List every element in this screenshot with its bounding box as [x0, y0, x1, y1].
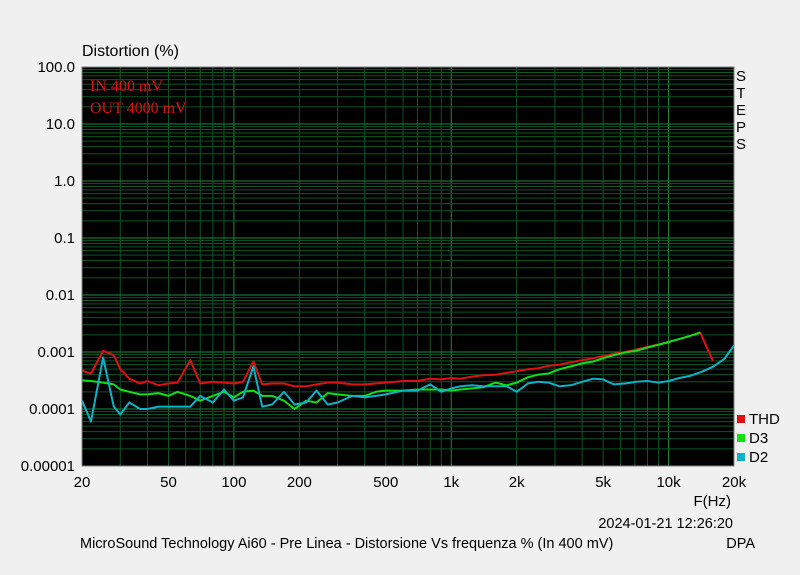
x-tick-label: 200	[287, 474, 312, 491]
legend: THD D3 D2	[737, 411, 780, 466]
plot-border	[81, 66, 735, 467]
y-tick-label: 0.01	[46, 287, 75, 304]
x-tick-label: 20	[74, 474, 91, 491]
series-line-d2	[81, 344, 735, 423]
y-tick-labels: 100.0 10.0 1.0 0.1 0.01 0.001 0.0001 0.00001	[21, 59, 75, 475]
series-lines	[81, 331, 735, 423]
annotation-text: IN 400 mV	[90, 78, 163, 95]
timestamp: 2024-01-21 12:26:20	[598, 516, 733, 532]
chart-caption: MicroSound Technology Ai60 - Pre Linea -…	[80, 536, 613, 552]
series-line-d3	[81, 331, 701, 410]
x-tick-label: 2k	[509, 474, 525, 491]
y-tick-label: 1.0	[54, 173, 75, 190]
legend-label: D3	[749, 430, 768, 447]
x-tick-label: 100	[221, 474, 246, 491]
grid	[82, 67, 734, 466]
x-tick-label: 10k	[656, 474, 681, 491]
y-tick-label: 0.1	[54, 230, 75, 247]
y-tick-label: 10.0	[46, 116, 75, 133]
x-tick-label: 500	[373, 474, 398, 491]
legend-label: THD	[749, 411, 780, 428]
y-axis-title: Distortion (%)	[82, 43, 179, 60]
x-tick-label: 20k	[722, 474, 747, 491]
steps-letter: S	[736, 68, 746, 85]
legend-swatch	[737, 453, 745, 461]
y-tick-label: 0.001	[37, 344, 75, 361]
y-tick-label: 0.00001	[21, 458, 75, 475]
legend-swatch	[737, 434, 745, 442]
x-tick-labels: 20 50 100 200 500 1k 2k 5k 10k 20k	[74, 474, 747, 491]
brand-label: DPA	[726, 536, 755, 552]
x-tick-label: 50	[160, 474, 177, 491]
steps-letter: E	[736, 102, 746, 119]
x-tick-label: 5k	[595, 474, 611, 491]
series-line-thd	[81, 331, 714, 388]
steps-letter: P	[736, 119, 746, 136]
x-axis-title: F(Hz)	[694, 493, 732, 510]
legend-label: D2	[749, 449, 768, 466]
annotation-text: OUT 4000 mV	[90, 100, 187, 117]
x-tick-label: 1k	[443, 474, 459, 491]
steps-letter: T	[736, 85, 745, 102]
steps-letter: S	[736, 136, 746, 153]
legend-swatch	[737, 415, 745, 423]
y-tick-label: 0.0001	[29, 401, 75, 418]
annotations: IN 400 mV OUT 4000 mV	[90, 78, 187, 117]
y-tick-label: 100.0	[37, 59, 75, 76]
plot-area	[82, 67, 734, 466]
